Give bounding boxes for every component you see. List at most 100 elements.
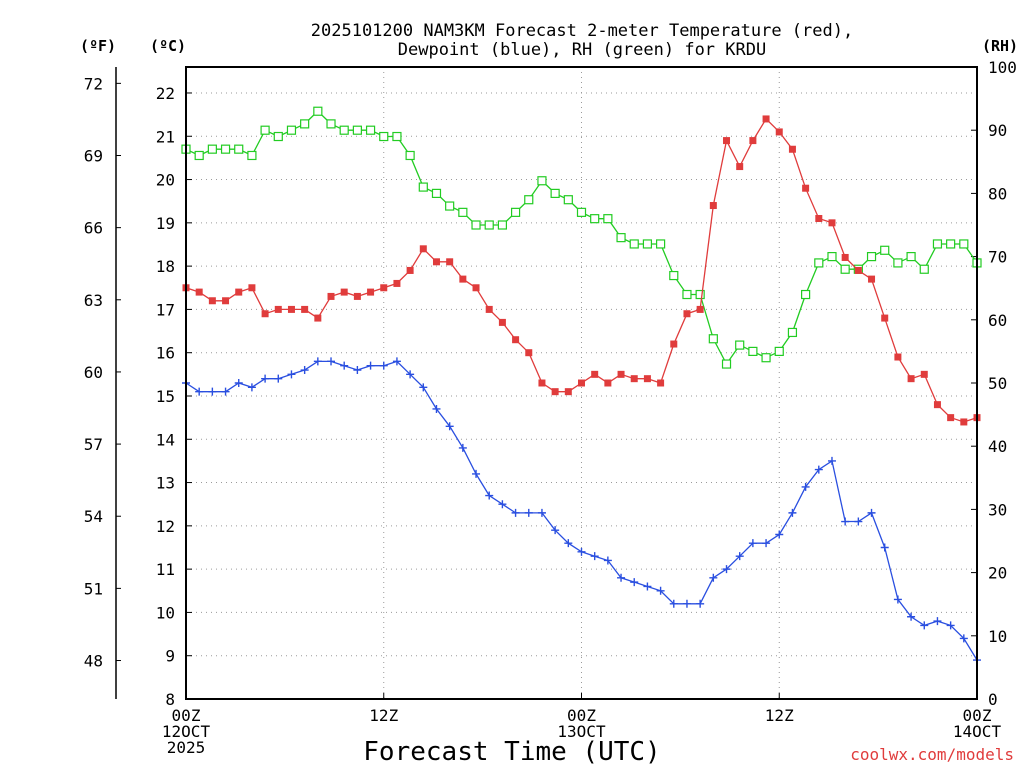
rh-point — [787, 327, 798, 338]
celsius-tick-label: 21 — [156, 127, 175, 146]
dewpoint-point — [445, 422, 454, 431]
dewpoint-point — [630, 578, 639, 587]
temperature-point — [432, 258, 440, 266]
temperature-point — [393, 279, 401, 287]
celsius-tick-label: 15 — [156, 387, 175, 406]
temperature-point — [551, 388, 559, 396]
temperature-point — [788, 145, 796, 153]
rh-tick-label: 70 — [988, 248, 1007, 267]
dewpoint-point — [485, 491, 494, 500]
dewpoint-point — [590, 552, 599, 561]
rh-point — [682, 289, 692, 300]
dewpoint-point — [524, 508, 533, 517]
temperature-point — [195, 288, 203, 296]
rh-point — [866, 252, 877, 262]
celsius-tick-label: 19 — [156, 214, 175, 233]
rh-point — [247, 150, 257, 161]
rh-point — [431, 188, 442, 198]
temperature-point — [419, 245, 427, 253]
rh-point — [774, 346, 784, 356]
dewpoint-point — [933, 617, 942, 626]
temperature-point — [301, 305, 309, 313]
temperature-point — [815, 215, 823, 223]
dewpoint-point — [221, 387, 230, 396]
rh-point — [629, 239, 639, 249]
temperature-point — [485, 305, 493, 313]
rh-point — [405, 150, 415, 161]
fahrenheit-tick-label: 69 — [84, 146, 103, 165]
x-axis-title: Forecast Time (UTC) — [363, 737, 660, 767]
dewpoint-line — [185, 360, 978, 661]
temperature-point — [591, 370, 599, 378]
temperature-point — [222, 297, 230, 305]
dewpoint-point — [814, 465, 823, 474]
time-tick-label: 13OCT — [557, 722, 606, 741]
dewpoint-point — [379, 361, 388, 370]
celsius-tick-label: 11 — [156, 560, 175, 579]
temperature-point — [327, 292, 335, 300]
dewpoint-point — [709, 573, 718, 582]
rh-point — [880, 245, 890, 255]
temperature-point — [498, 318, 506, 326]
dewpoint-point — [722, 565, 731, 574]
rh-point — [814, 258, 824, 268]
temperature-point — [657, 379, 665, 387]
temperature-series — [182, 115, 981, 426]
dewpoint-point — [735, 552, 744, 561]
rh-tick-label: 60 — [988, 311, 1007, 330]
rh-point — [365, 125, 376, 135]
fahrenheit-tick-label: 54 — [84, 507, 103, 526]
temperature-point — [406, 266, 414, 274]
temperature-point — [353, 292, 361, 300]
temperature-point — [723, 137, 731, 145]
rh-point — [379, 131, 389, 142]
rh-point — [840, 264, 850, 274]
rh-tick-label: 20 — [988, 564, 1007, 583]
fahrenheit-tick-label: 60 — [84, 363, 103, 382]
rh-point — [946, 239, 956, 249]
dewpoint-point — [340, 361, 349, 370]
dewpoint-point — [234, 379, 243, 387]
rh-point — [524, 195, 534, 205]
rh-point — [906, 252, 916, 262]
dewpoint-point — [287, 370, 296, 379]
chart-title-line-1: 2025101200 NAM3KM Forecast 2-meter Tempe… — [311, 21, 853, 41]
temperature-point — [287, 305, 295, 313]
rh-point — [220, 144, 231, 154]
temperature-point — [802, 184, 810, 192]
temperature-point — [670, 340, 678, 348]
time-tick-label: 2025 — [167, 738, 206, 757]
temperature-point — [775, 128, 783, 136]
rh-tick-label: 100 — [988, 58, 1017, 77]
dewpoint-point — [432, 404, 441, 413]
rh-point — [695, 289, 705, 300]
celsius-tick-label: 18 — [156, 257, 175, 276]
celsius-tick-label: 14 — [156, 430, 175, 449]
rh-point — [445, 201, 455, 211]
fahrenheit-tick-label: 72 — [84, 74, 103, 93]
rh-point — [655, 239, 666, 249]
credit-link[interactable]: coolwx.com/models — [850, 745, 1014, 764]
celsius-tick-label: 10 — [156, 603, 175, 622]
celsius-tick-label: 13 — [156, 474, 175, 493]
celsius-tick-label: 8 — [165, 690, 175, 709]
celsius-tick-label: 16 — [156, 344, 175, 363]
rh-point — [748, 346, 758, 356]
celsius-tick-label: 9 — [165, 647, 175, 666]
dewpoint-point — [300, 366, 309, 375]
fahrenheit-axis-unit: (ºF) — [80, 37, 116, 55]
dewpoint-point — [775, 530, 784, 539]
rh-point — [801, 289, 811, 300]
dewpoint-point — [511, 508, 520, 517]
rh-point — [735, 340, 745, 350]
rh-point — [352, 125, 362, 135]
temperature-point — [762, 115, 770, 123]
time-axis: 00Z12OCT202512Z00Z13OCT12Z00Z14OCT12Z — [162, 693, 1001, 757]
dewpoint-point — [327, 357, 336, 366]
dewpoint-point — [274, 374, 283, 383]
temperature-point — [947, 414, 955, 422]
temperature-point — [367, 288, 375, 296]
dewpoint-point — [458, 443, 467, 452]
temperature-point — [841, 253, 849, 261]
rh-point — [286, 125, 297, 135]
